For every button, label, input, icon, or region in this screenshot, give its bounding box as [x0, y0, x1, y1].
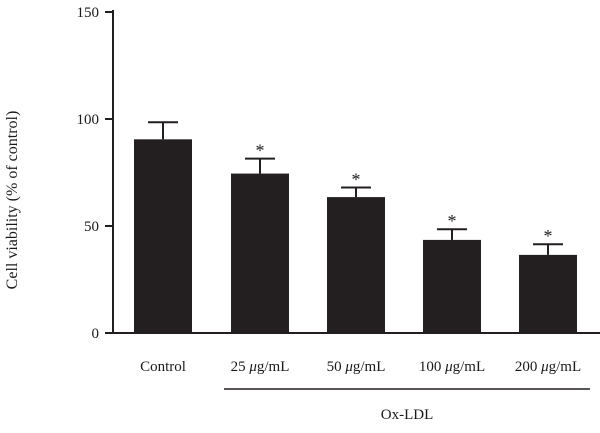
bar — [231, 173, 289, 333]
significance-marker: * — [448, 211, 457, 231]
group-label: Ox-LDL — [381, 407, 434, 423]
bar — [134, 139, 192, 333]
bar — [423, 239, 481, 333]
y-tick-label: 0 — [92, 326, 100, 342]
y-axis-label: Cell viability (% of control) — [4, 111, 21, 290]
significance-marker: * — [256, 141, 265, 161]
x-tick-labels: Control 25 μg/mL 50 μg/mL 100 μg/mL 200 μg/m… — [140, 359, 581, 375]
bar — [519, 254, 577, 333]
x-tick-label: 25 μg/mL — [231, 359, 290, 375]
y-tick-label: 100 — [77, 112, 100, 128]
x-tick-label: 100 μg/mL — [419, 359, 485, 375]
x-tick-label: 50 μg/mL — [327, 359, 386, 375]
bars-group: * * * * — [134, 121, 577, 333]
y-tick-label: 50 — [84, 219, 99, 235]
y-ticks: 0 50 100 150 — [77, 5, 113, 342]
x-tick-label: 200 μg/mL — [515, 359, 581, 375]
significance-marker: * — [352, 169, 361, 189]
y-tick-label: 150 — [77, 5, 100, 21]
x-tick-label: Control — [140, 359, 186, 375]
significance-marker: * — [544, 226, 553, 246]
bar — [327, 197, 385, 333]
